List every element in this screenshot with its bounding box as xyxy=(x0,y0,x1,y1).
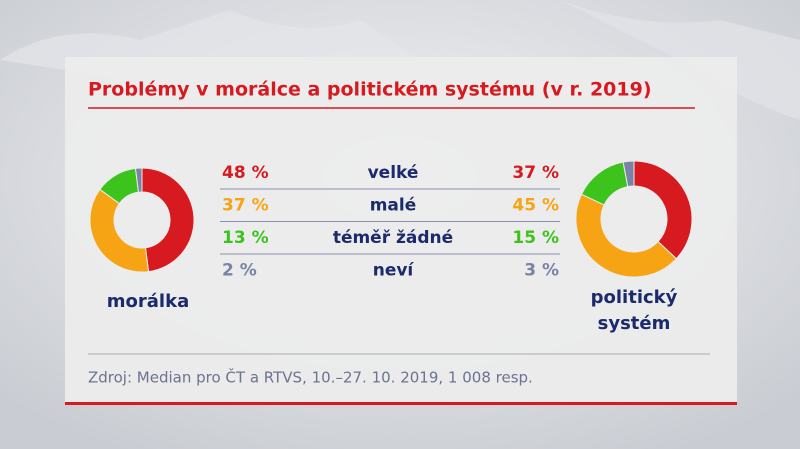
category-label: neví xyxy=(373,261,415,281)
donut-slice xyxy=(633,160,693,260)
source: Zdroj: Median pro ČT a RTVS, 10.–27. 10.… xyxy=(88,368,533,387)
value-label: 48 % xyxy=(222,163,269,183)
category-label: téměř žádné xyxy=(333,228,453,248)
value-label: 37 % xyxy=(222,196,269,216)
donut-slice xyxy=(134,167,143,193)
value-label: 3 % xyxy=(524,261,559,281)
value-label: 45 % xyxy=(512,196,559,216)
donut-slice xyxy=(575,193,677,278)
value-label: 15 % xyxy=(512,228,559,248)
value-label: 37 % xyxy=(512,163,559,183)
value-label: 13 % xyxy=(222,228,269,248)
value-label: 2 % xyxy=(222,261,257,281)
chart-label: politický systém xyxy=(591,287,678,334)
donut-slice xyxy=(89,188,150,273)
panel-bottom-line xyxy=(65,402,737,405)
donut-slice xyxy=(622,160,635,188)
category-label: velké xyxy=(368,163,419,183)
charts: 48 % 37 % 13 % 2 % morálka 37 % 45 % 15 % 3 % pol… xyxy=(89,160,693,334)
donut-slice xyxy=(141,167,195,273)
title: Problémy v morálce a politickém systému … xyxy=(88,79,652,101)
chart-label: morálka xyxy=(107,291,189,312)
category-label: malé xyxy=(370,196,417,216)
